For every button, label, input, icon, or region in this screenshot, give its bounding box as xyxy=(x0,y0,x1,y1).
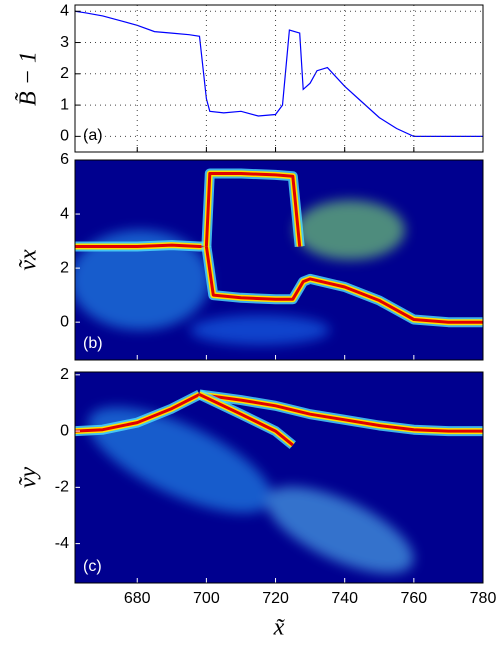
y-tick-label: 2 xyxy=(60,366,69,383)
beam xyxy=(204,172,302,247)
y-tick-label: 4 xyxy=(60,205,69,222)
y-axis-label: ṽy xyxy=(16,467,42,489)
y-tick-label: 0 xyxy=(60,313,69,330)
x-tick-label: 680 xyxy=(124,590,151,607)
beam xyxy=(204,246,483,324)
y-tick-label: -4 xyxy=(55,535,69,552)
y-tick-label: 0 xyxy=(60,128,69,145)
x-axis-label: x̃ xyxy=(273,615,286,641)
plot-frame xyxy=(74,371,484,584)
y-axis-label: B̃ − 1 xyxy=(15,51,42,106)
beam xyxy=(198,393,294,447)
beam xyxy=(75,393,201,433)
cloud xyxy=(266,486,414,574)
y-tick-label: 0 xyxy=(60,422,69,439)
y-tick-label: 1 xyxy=(60,96,69,113)
panel-label: (b) xyxy=(83,335,103,352)
cloud xyxy=(295,200,405,260)
plot-frame xyxy=(74,159,484,361)
line xyxy=(75,10,483,137)
particle-cloud xyxy=(88,407,414,574)
y-tick-label: 4 xyxy=(60,2,69,19)
plot-area xyxy=(75,389,483,574)
x-tick-label: 780 xyxy=(470,590,497,607)
y-axis-label: ṽx xyxy=(16,249,42,271)
panel-label: (c) xyxy=(83,558,102,575)
y-tick-label: 2 xyxy=(60,65,69,82)
plot-area xyxy=(75,168,483,345)
plot-frame xyxy=(74,4,484,153)
beam xyxy=(75,243,207,248)
cloud xyxy=(75,230,210,330)
x-tick-label: 720 xyxy=(262,590,289,607)
x-tick-label: 700 xyxy=(193,590,220,607)
y-tick-label: 3 xyxy=(60,34,69,51)
plot-background xyxy=(75,5,483,152)
cloud xyxy=(190,315,330,345)
x-tick-label: 740 xyxy=(331,590,358,607)
y-tick-label: 2 xyxy=(60,259,69,276)
beam xyxy=(199,393,483,433)
plot-area xyxy=(75,10,483,137)
y-tick-label: 6 xyxy=(60,151,69,168)
cloud xyxy=(88,407,272,513)
x-tick-label: 760 xyxy=(400,590,427,607)
panel-label: (a) xyxy=(83,127,103,144)
particle-cloud xyxy=(75,200,405,345)
y-tick-label: -2 xyxy=(55,479,69,496)
